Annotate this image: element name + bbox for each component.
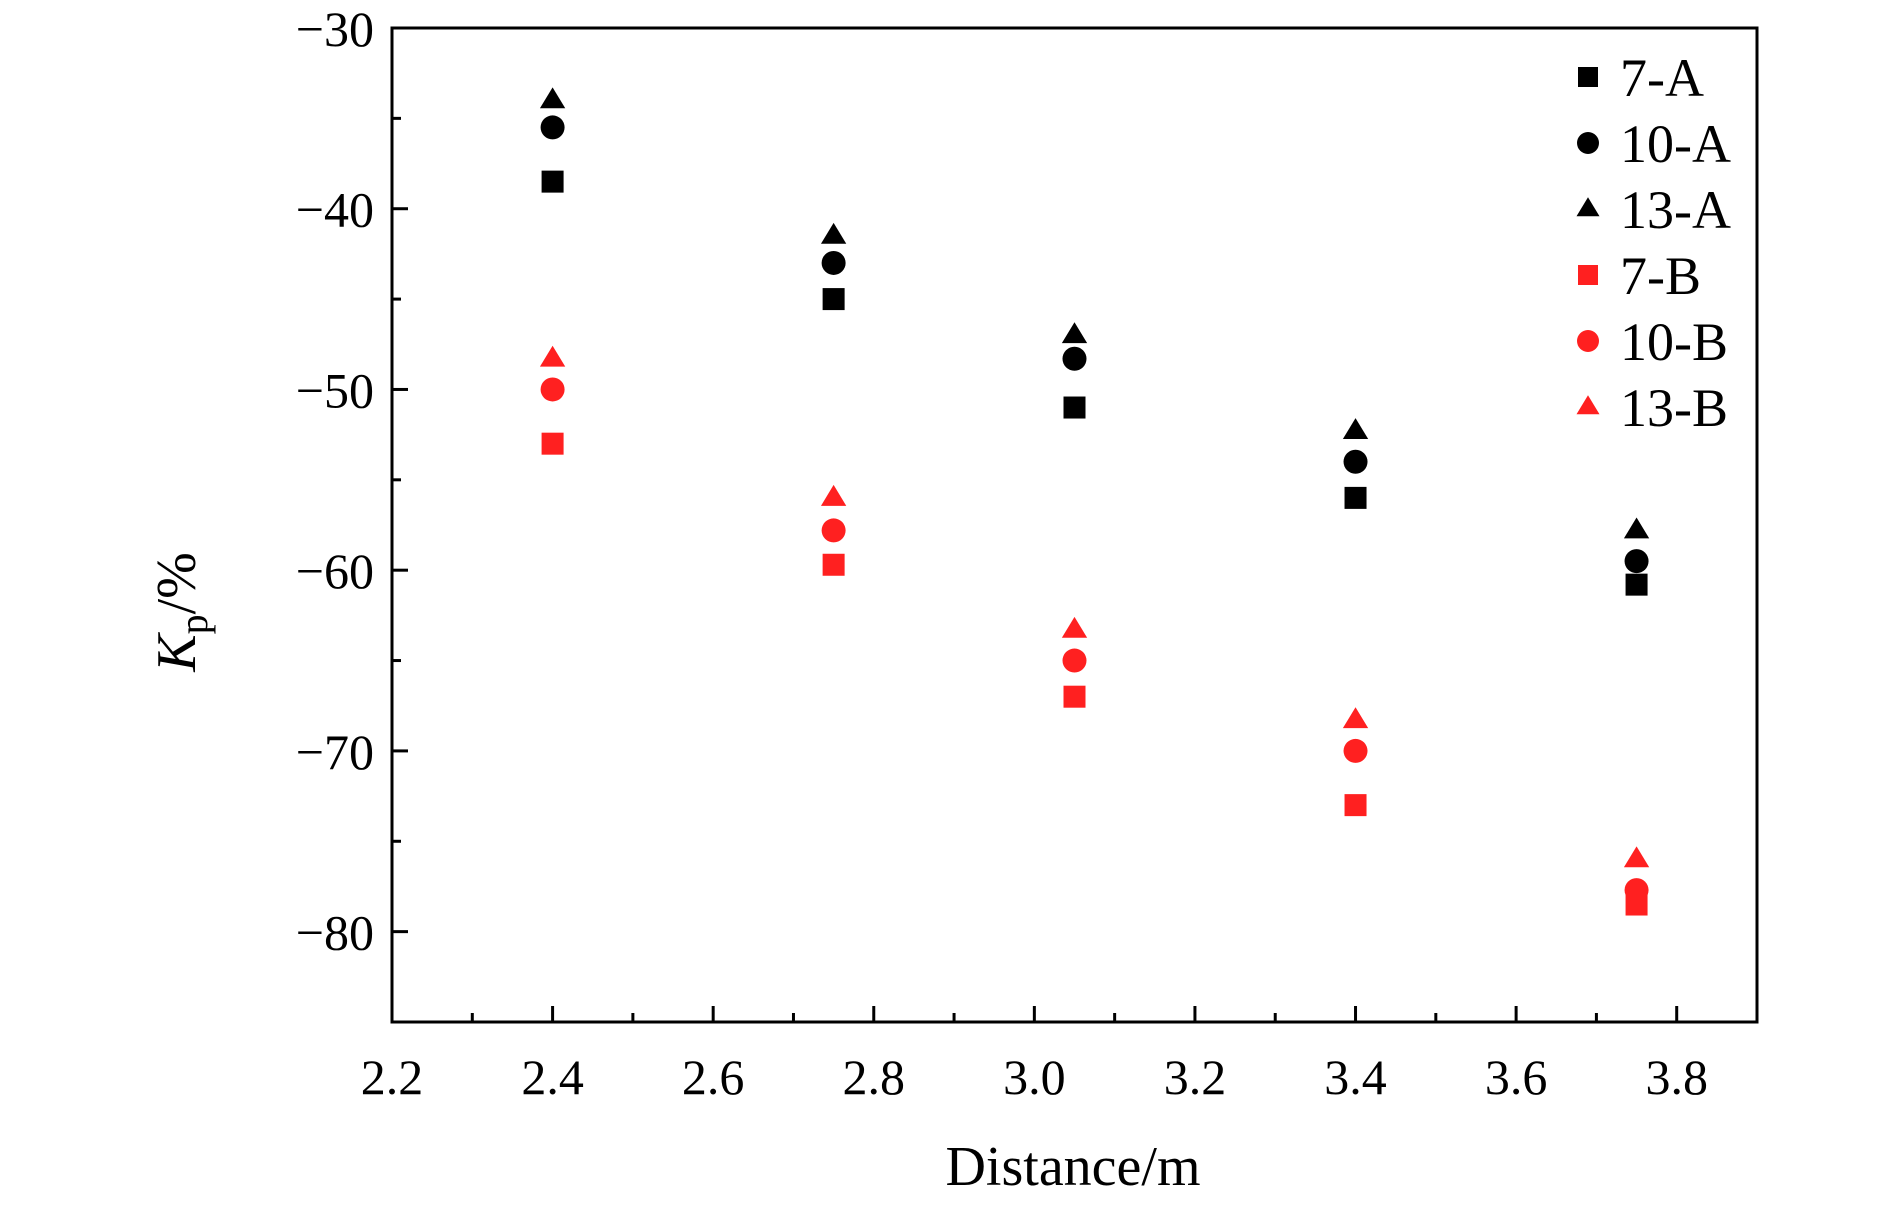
y-axis-label-subscript: p [171, 614, 216, 634]
y-tick-label: −70 [296, 724, 374, 780]
data-point-7-A [541, 170, 564, 193]
data-point-7-A [1063, 396, 1086, 419]
legend-marker-10-B [1577, 330, 1599, 352]
data-point-13-A [539, 87, 566, 109]
series-10-A [540, 115, 1649, 574]
legend-label-13-A: 13-A [1620, 180, 1731, 240]
x-tick-label: 3.2 [1164, 1049, 1227, 1105]
y-axis-label-symbol: K [146, 632, 208, 673]
x-axis-label: Distance/m [945, 1136, 1200, 1198]
data-point-13-A [1061, 322, 1088, 344]
data-point-7-B [1344, 794, 1367, 817]
data-point-13-B [1342, 707, 1369, 729]
legend-label-7-B: 7-B [1620, 246, 1701, 306]
x-axis: 2.2 2.4 2.6 2.8 3.0 3.2 3.4 3.6 3.8 [361, 1006, 1708, 1105]
y-tick-label: −30 [296, 1, 374, 57]
series-13-A [539, 87, 1650, 539]
series-10-B [540, 377, 1649, 903]
legend-label-10-B: 10-B [1620, 312, 1728, 372]
data-point-10-B [1062, 648, 1087, 673]
data-point-10-B [540, 377, 565, 402]
data-point-13-B [1061, 616, 1088, 638]
data-point-13-A [820, 222, 847, 244]
y-tick-label: −50 [296, 362, 374, 418]
data-point-7-B [541, 432, 564, 455]
data-point-7-B [1063, 685, 1086, 708]
legend-marker-7-B [1578, 265, 1598, 285]
x-tick-label: 3.8 [1645, 1049, 1708, 1105]
series-13-B [539, 345, 1650, 868]
data-point-7-A [1344, 486, 1367, 509]
legend-label-13-B: 13-B [1620, 378, 1728, 438]
data-point-10-B [1624, 878, 1649, 903]
data-point-10-A [1343, 449, 1368, 474]
data-point-10-A [1062, 346, 1087, 371]
data-point-13-B [1623, 846, 1650, 868]
series-7-A [541, 170, 1648, 596]
legend-marker-13-A [1576, 197, 1600, 217]
x-tick-label: 2.8 [843, 1049, 906, 1105]
data-point-10-B [821, 518, 846, 543]
x-tick-label: 2.6 [682, 1049, 745, 1105]
legend-marker-10-A [1577, 132, 1599, 154]
data-point-13-A [1623, 517, 1650, 539]
plot-area-border [390, 26, 1759, 1024]
legend-label-7-A: 7-A [1620, 48, 1704, 108]
series-7-B [541, 432, 1648, 916]
y-tick-label: −60 [296, 543, 374, 599]
y-axis-label: Kp/% [146, 552, 216, 673]
y-tick-label: −80 [296, 905, 374, 961]
data-point-10-A [540, 115, 565, 140]
data-point-7-A [1625, 573, 1648, 596]
x-tick-label: 3.0 [1003, 1049, 1066, 1105]
legend-label-10-A: 10-A [1620, 114, 1731, 174]
x-tick-label: 2.4 [521, 1049, 584, 1105]
legend-marker-13-B [1576, 395, 1600, 415]
x-tick-label: 3.4 [1324, 1049, 1387, 1105]
legend-marker-7-A [1578, 67, 1598, 87]
data-point-13-A [1342, 418, 1369, 439]
data-point-10-A [1624, 549, 1649, 574]
x-tick-label: 3.6 [1485, 1049, 1548, 1105]
y-axis-label-unit: /% [146, 552, 208, 614]
data-point-13-B [539, 345, 566, 367]
data-point-7-B [822, 553, 845, 576]
plot-frame [390, 26, 1759, 1024]
y-tick-label: −40 [296, 182, 374, 238]
y-axis: −30 −40 −50 −60 −70 −80 [296, 1, 408, 961]
data-point-10-A [821, 250, 846, 275]
data-point-13-B [820, 484, 847, 506]
legend: 7-A10-A13-A7-B10-B13-B [1576, 48, 1731, 438]
data-point-7-A [822, 288, 845, 311]
data-point-10-B [1343, 738, 1368, 763]
x-tick-label: 2.2 [361, 1049, 424, 1105]
data-points [539, 87, 1650, 916]
